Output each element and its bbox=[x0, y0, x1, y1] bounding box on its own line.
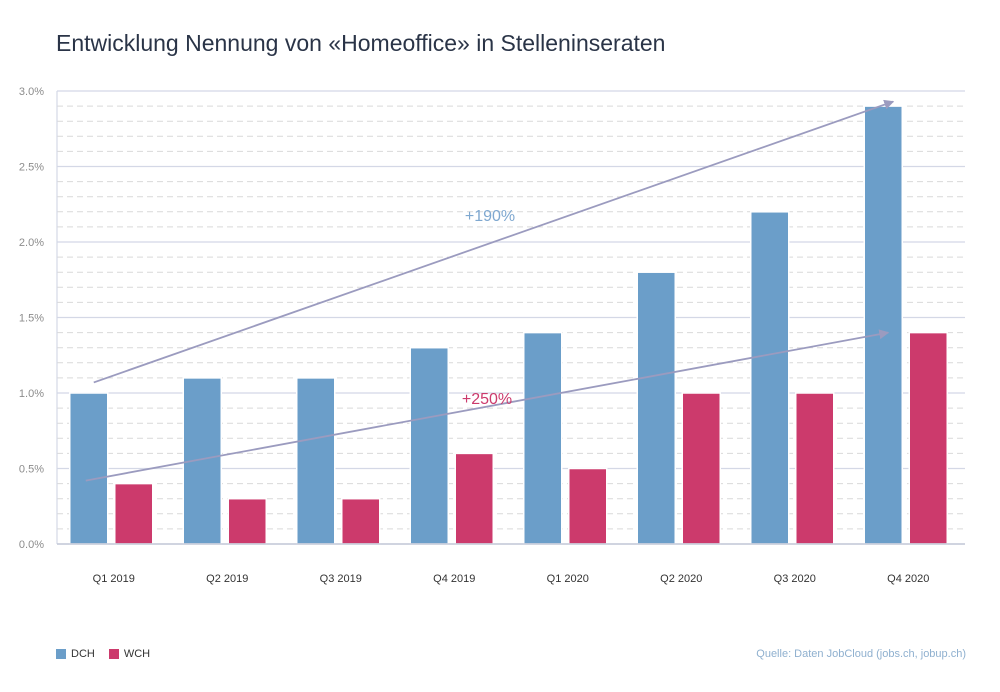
bar-dch-q3-2019 bbox=[296, 377, 336, 545]
bar-wch-q3-2019 bbox=[341, 497, 381, 545]
legend-item-wch: WCH bbox=[108, 648, 151, 660]
bar-dch-q1-2019 bbox=[69, 392, 109, 545]
bar-wch-q1-2019 bbox=[114, 482, 154, 545]
bar-wch-q2-2019 bbox=[227, 497, 267, 545]
x-tick-label: Q4 2020 bbox=[887, 573, 929, 585]
bar-dch-q1-2020 bbox=[523, 331, 563, 545]
legend: DCH WCH bbox=[56, 648, 164, 660]
y-tick-label: 2.5% bbox=[19, 162, 44, 174]
x-tick-label: Q1 2020 bbox=[547, 573, 589, 585]
y-tick-label: 3.0% bbox=[19, 86, 44, 98]
x-tick-label: Q3 2020 bbox=[774, 573, 816, 585]
bar-wch-q3-2020 bbox=[795, 392, 835, 545]
legend-swatch-wch bbox=[108, 649, 119, 659]
x-tick-label: Q2 2020 bbox=[660, 573, 702, 585]
legend-label-wch: WCH bbox=[123, 648, 151, 660]
annotation-label-1: +190% bbox=[465, 208, 515, 225]
legend-swatch-dch bbox=[56, 649, 66, 659]
x-tick-label: Q3 2019 bbox=[320, 573, 362, 585]
bar-wch-q1-2020 bbox=[568, 467, 608, 545]
bar-dch-q4-2020 bbox=[863, 105, 903, 545]
x-tick-label: Q2 2019 bbox=[206, 573, 248, 585]
bar-wch-q4-2019 bbox=[454, 452, 494, 545]
annotation-arrow-1 bbox=[93, 99, 895, 384]
source-note: Quelle: Daten JobCloud (jobs.ch, jobup.c… bbox=[756, 648, 966, 660]
bar-dch-q4-2019 bbox=[409, 346, 449, 545]
y-tick-label: 0.0% bbox=[19, 539, 44, 551]
y-tick-label: 2.0% bbox=[19, 237, 44, 249]
x-tick-label: Q4 2019 bbox=[433, 573, 475, 585]
annotation-arrow-2 bbox=[85, 329, 890, 482]
y-tick-label: 1.5% bbox=[19, 313, 44, 325]
bar-wch-q4-2020 bbox=[908, 331, 948, 545]
y-tick-label: 1.0% bbox=[19, 388, 44, 400]
chart-title: Entwicklung Nennung von «Homeoffice» in … bbox=[56, 30, 666, 56]
y-tick-label: 0.5% bbox=[19, 464, 44, 476]
bar-dch-q2-2020 bbox=[636, 271, 676, 545]
x-tick-label: Q1 2019 bbox=[93, 573, 135, 585]
annotation-label-2: +250% bbox=[462, 391, 512, 408]
legend-item-dch: DCH bbox=[56, 648, 95, 660]
bar-dch-q3-2020 bbox=[750, 211, 790, 545]
bar-wch-q2-2020 bbox=[681, 392, 721, 545]
legend-label-dch: DCH bbox=[71, 648, 95, 660]
